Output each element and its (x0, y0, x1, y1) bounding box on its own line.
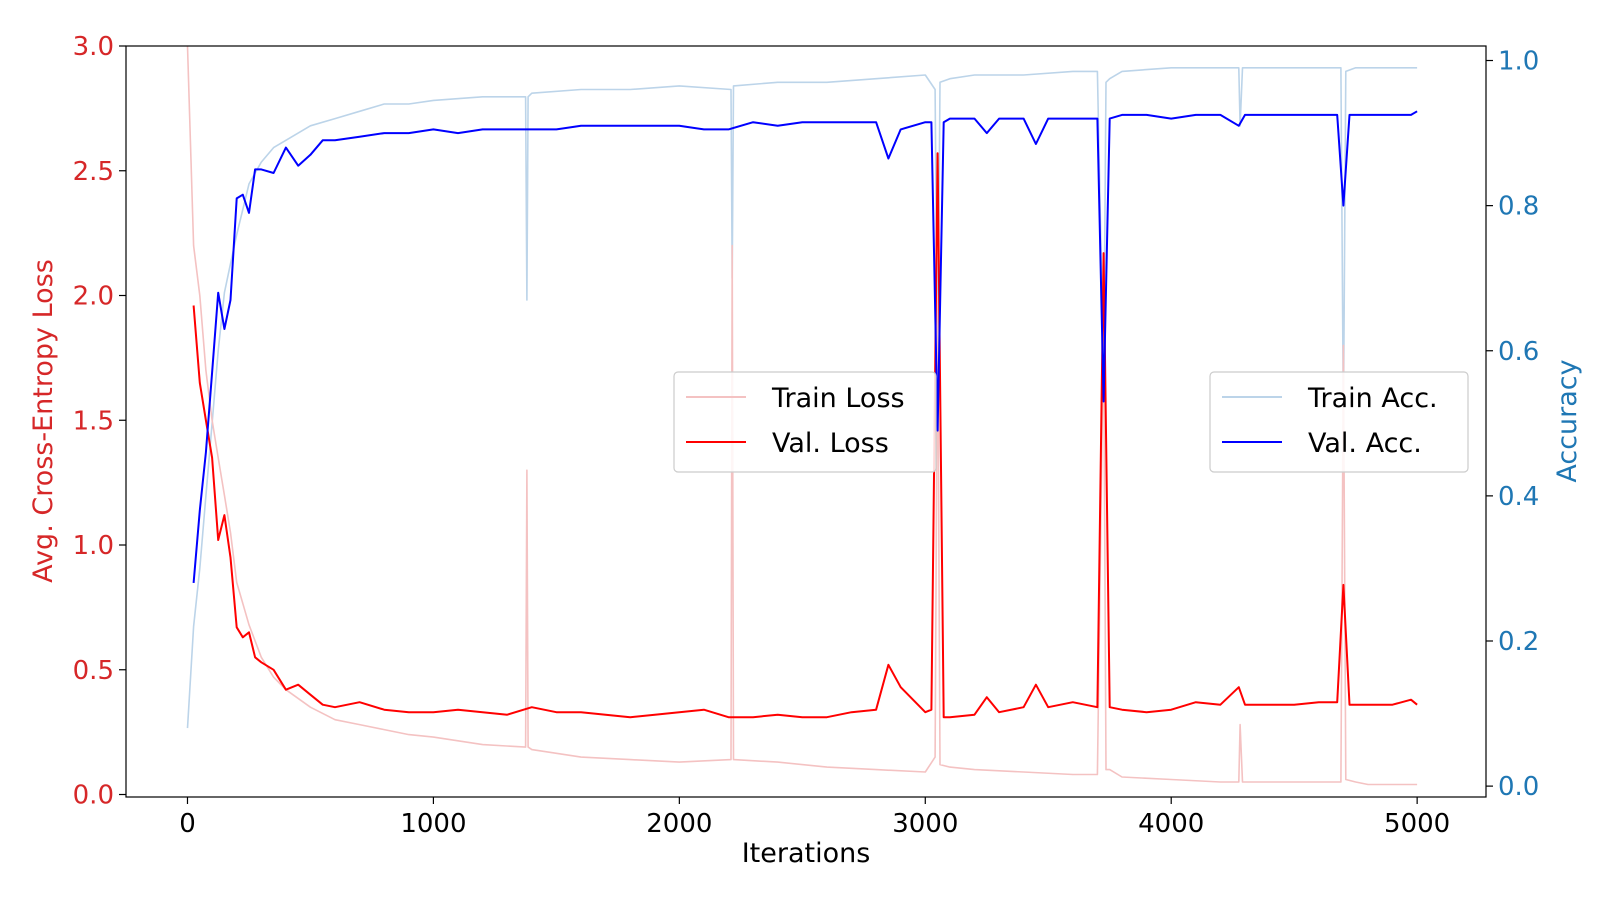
x-tick-label: 3000 (892, 809, 958, 839)
series-line-val-acc (192, 110, 1418, 583)
y-left-tick-label: 0.0 (73, 781, 114, 811)
x-tick-label: 2000 (646, 809, 712, 839)
legend-loss: Train Loss Val. Loss (673, 371, 937, 473)
y-left-tick-label: 0.5 (73, 656, 114, 686)
y-axis-left-label: Avg. Cross-Entropy Loss (28, 259, 59, 583)
y-axis-right-label: Accuracy (1552, 359, 1583, 482)
x-tick-label: 0 (179, 809, 196, 839)
x-tick-label: 1000 (400, 809, 466, 839)
ticks-layer: 0 1000 2000 3000 4000 5000 0.0 0.5 1.0 1.5 2.0 2.5 3… (73, 32, 1540, 839)
y-left-tick-label: 2.0 (73, 282, 114, 312)
legend-label-train-acc: Train Acc. (1307, 383, 1438, 414)
legend-label-train-loss: Train Loss (771, 383, 905, 414)
legend-label-val-loss: Val. Loss (772, 428, 889, 459)
y-right-tick-label: 1.0 (1498, 47, 1539, 77)
y-right-tick-label: 0.4 (1498, 482, 1539, 512)
x-tick-label: 4000 (1138, 809, 1204, 839)
legend-layer: Train Loss Val. Loss Train Acc. Val. Acc. (673, 371, 1469, 473)
series-line-val-loss (192, 152, 1418, 719)
legend-accuracy: Train Acc. Val. Acc. (1209, 371, 1469, 473)
x-tick-label: 5000 (1384, 809, 1450, 839)
y-left-tick-label: 1.0 (73, 531, 114, 561)
y-right-tick-label: 0.0 (1498, 772, 1539, 802)
legend-label-val-acc: Val. Acc. (1308, 428, 1422, 459)
y-left-tick-label: 1.5 (73, 406, 114, 436)
y-right-tick-label: 0.2 (1498, 627, 1539, 657)
plot-frame (125, 45, 1487, 798)
y-left-tick-label: 3.0 (73, 32, 114, 62)
series-line-train-loss (186, 45, 1418, 786)
series-layer (186, 45, 1418, 786)
y-right-tick-label: 0.8 (1498, 192, 1539, 222)
y-right-tick-label: 0.6 (1498, 337, 1539, 367)
x-axis-label: Iterations (742, 838, 871, 869)
y-left-tick-label: 2.5 (73, 157, 114, 187)
